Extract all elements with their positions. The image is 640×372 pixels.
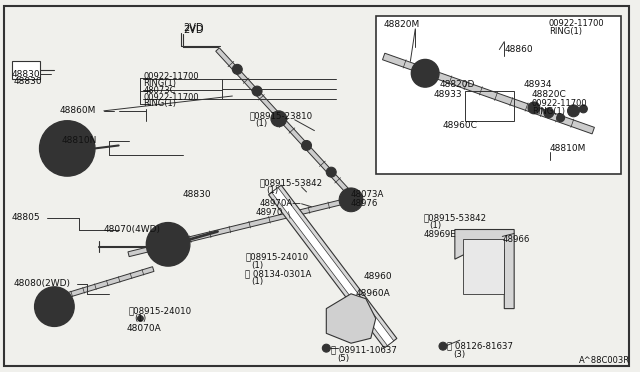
Bar: [376, 16, 621, 174]
Bar: [465, 91, 514, 121]
Text: 48960: 48960: [364, 272, 392, 282]
Text: Ⓦ08915-24010: Ⓦ08915-24010: [245, 253, 308, 262]
Text: 48805: 48805: [12, 213, 40, 222]
Text: Ⓦ08915-23810: Ⓦ08915-23810: [249, 111, 312, 120]
Text: 48820M: 48820M: [383, 20, 420, 29]
Text: 48960A: 48960A: [356, 289, 390, 298]
Text: RING(1): RING(1): [532, 108, 565, 116]
Text: Ⓦ08915-53842: Ⓦ08915-53842: [260, 179, 323, 187]
Text: 48810M: 48810M: [550, 144, 586, 153]
Polygon shape: [128, 198, 351, 257]
Text: (3): (3): [453, 350, 465, 359]
Circle shape: [323, 344, 330, 352]
Text: 48080(2WD): 48080(2WD): [14, 279, 71, 288]
Circle shape: [301, 141, 312, 150]
Text: 48860M: 48860M: [60, 106, 96, 115]
Circle shape: [138, 315, 143, 321]
Text: 48070A: 48070A: [127, 324, 161, 333]
Circle shape: [579, 105, 588, 113]
Bar: [12, 61, 40, 79]
Text: 48830: 48830: [12, 70, 40, 79]
Text: 48969E: 48969E: [423, 230, 456, 239]
Text: Ⓝ 08911-10637: Ⓝ 08911-10637: [332, 346, 397, 355]
Text: 48860: 48860: [504, 45, 533, 54]
Text: 48820D: 48820D: [440, 80, 476, 89]
Text: (1): (1): [266, 186, 278, 195]
Text: Ⓑ 08126-81637: Ⓑ 08126-81637: [447, 342, 513, 351]
Circle shape: [557, 114, 564, 122]
Circle shape: [412, 60, 439, 87]
Text: 48970A—: 48970A—: [260, 199, 302, 208]
Text: 48976: 48976: [351, 199, 378, 208]
Text: 48830: 48830: [14, 77, 42, 86]
Text: Ⓑ 08134-0301A: Ⓑ 08134-0301A: [245, 269, 312, 279]
Circle shape: [252, 86, 262, 96]
Circle shape: [339, 188, 363, 212]
Text: 48070(4WD): 48070(4WD): [104, 225, 161, 234]
Text: 2VD: 2VD: [183, 25, 204, 35]
Text: 2VD: 2VD: [183, 23, 204, 33]
Polygon shape: [216, 48, 353, 196]
Polygon shape: [272, 187, 394, 346]
Text: A^88C003R: A^88C003R: [579, 356, 630, 365]
Circle shape: [35, 287, 74, 326]
Text: 48966: 48966: [502, 235, 530, 244]
Text: 48960C: 48960C: [443, 121, 478, 130]
Text: 48820C: 48820C: [532, 90, 566, 99]
Text: (1): (1): [429, 221, 441, 230]
Circle shape: [271, 111, 287, 127]
Circle shape: [326, 167, 336, 177]
Text: RING(1): RING(1): [143, 78, 177, 88]
Circle shape: [568, 105, 579, 117]
Polygon shape: [269, 185, 397, 348]
Text: (1): (1): [134, 314, 147, 323]
Polygon shape: [455, 230, 514, 309]
Circle shape: [528, 102, 540, 114]
Text: 00922-11700: 00922-11700: [532, 99, 588, 108]
Circle shape: [147, 222, 190, 266]
Text: 48934: 48934: [524, 80, 552, 89]
Text: 00922-11700: 00922-11700: [143, 93, 199, 102]
Polygon shape: [383, 53, 595, 134]
Text: (1): (1): [251, 278, 263, 286]
Circle shape: [439, 342, 447, 350]
Text: 48073C: 48073C: [143, 86, 176, 94]
Text: (1): (1): [255, 119, 268, 128]
Polygon shape: [49, 267, 154, 303]
Text: Ⓦ08915-53842: Ⓦ08915-53842: [423, 213, 486, 222]
Text: (5): (5): [337, 353, 349, 363]
Text: 48073A: 48073A: [351, 190, 385, 199]
Circle shape: [544, 108, 554, 118]
Text: 00922-11700: 00922-11700: [548, 19, 604, 28]
Text: 48830: 48830: [183, 190, 212, 199]
Text: 48933: 48933: [433, 90, 461, 99]
Text: 48970: 48970: [255, 208, 282, 217]
Circle shape: [40, 121, 95, 176]
Text: 48810N: 48810N: [61, 136, 97, 145]
Text: 00922-11700: 00922-11700: [143, 72, 199, 81]
Circle shape: [232, 64, 243, 74]
Text: (1): (1): [251, 261, 263, 270]
Text: RING(1): RING(1): [143, 99, 177, 108]
Text: RING(1): RING(1): [548, 27, 582, 36]
Text: Ⓦ08915-24010: Ⓦ08915-24010: [129, 306, 191, 315]
Bar: [463, 240, 504, 294]
Polygon shape: [326, 294, 376, 343]
